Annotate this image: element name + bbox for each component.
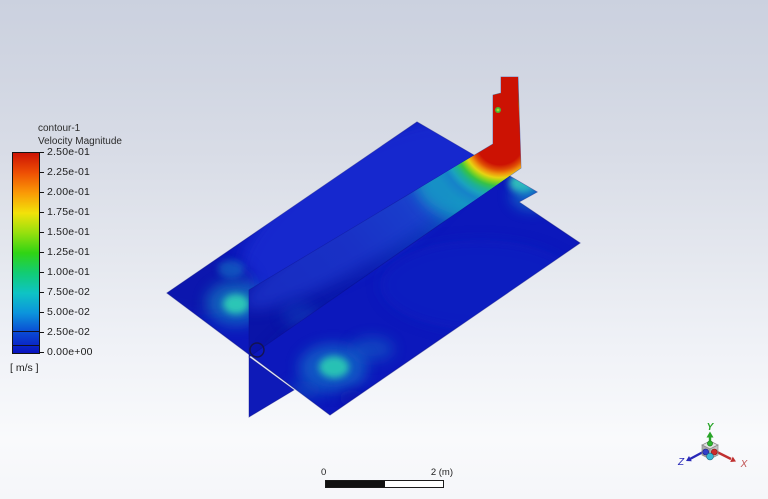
legend-unit: [ m/s ] (10, 362, 39, 374)
cube-y-ball (707, 440, 713, 447)
cube-x-ball (710, 448, 718, 456)
colorbar-tick (39, 232, 44, 233)
colorbar-label: 2.50e-01 (47, 146, 91, 158)
triad-cube[interactable] (701, 440, 719, 461)
axis-x-label: X (740, 459, 748, 470)
colorbar-label: 5.00e-02 (47, 306, 91, 318)
colorbar-tick (39, 292, 44, 293)
colorbar-label: 1.75e-01 (47, 206, 91, 218)
colorbar-tick (39, 192, 44, 193)
axis-x-arrow[interactable]: X (716, 450, 748, 470)
colorbar-label: 2.50e-02 (47, 326, 91, 338)
cube-front-ball (706, 452, 714, 461)
scale-ruler-filled-half (326, 481, 385, 487)
probe-circle-marker[interactable] (249, 342, 265, 358)
colorbar-tick (39, 172, 44, 173)
colorbar-tick (39, 312, 44, 313)
orientation-triad[interactable]: Y X Z (660, 408, 760, 498)
colorbar-tick (39, 212, 44, 213)
colorbar-label: 1.00e-01 (47, 266, 91, 278)
colorbar-divider (13, 331, 39, 332)
scale-start-label: 0 (321, 467, 327, 478)
scale-end-label: 2 (m) (430, 467, 453, 478)
colorbar-label: 1.50e-01 (47, 226, 91, 238)
colorbar-label: 0.00e+00 (47, 346, 93, 358)
jet-contour-speck-core (496, 108, 500, 112)
axis-z-arrow[interactable]: Z (677, 450, 704, 468)
colorbar-tick (39, 352, 44, 353)
cube-z-ball (702, 448, 710, 456)
legend: contour-1 Velocity Magnitude 2.50e-01 2.… (0, 0, 130, 390)
colorbar-label: 2.25e-01 (47, 166, 91, 178)
legend-field: Velocity Magnitude (38, 136, 122, 147)
colorbar (12, 152, 40, 354)
axis-z-label: Z (677, 457, 685, 468)
colorbar-label: 7.50e-02 (47, 286, 91, 298)
scale-ruler (325, 480, 444, 488)
colorbar-label: 2.00e-01 (47, 186, 91, 198)
legend-title: contour-1 (38, 123, 81, 134)
colorbar-tick (39, 332, 44, 333)
vertical-plane-below-floor (248, 356, 295, 418)
colorbar-divider (13, 345, 39, 346)
colorbar-tick (39, 252, 44, 253)
riser-inlet-jet (493, 77, 520, 150)
colorbar-tick (39, 272, 44, 273)
axis-y-label: Y (707, 422, 715, 433)
scale-bar: 0 2 (m) (321, 467, 453, 491)
colorbar-tick (39, 152, 44, 153)
colorbar-label: 1.25e-01 (47, 246, 91, 258)
